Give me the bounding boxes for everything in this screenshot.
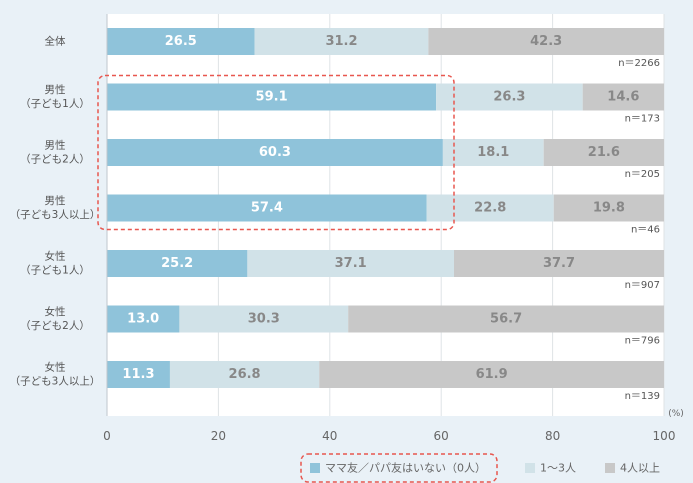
legend-label-0: ママ友／パパ友はいない（0人） <box>325 461 486 475</box>
value-label-1-0: 59.1 <box>256 90 288 105</box>
highlight-box <box>97 74 455 231</box>
bar-2-1 <box>442 139 544 166</box>
bar-2-0 <box>107 139 443 166</box>
bar-3-0 <box>107 194 427 222</box>
x-tick-label-1: 20 <box>211 429 226 443</box>
category-label-1-0: 男性 <box>45 83 66 96</box>
value-label-4-1: 37.1 <box>335 256 367 271</box>
x-tick-label-5: 100 <box>653 429 676 443</box>
value-label-1-1: 26.3 <box>493 90 525 105</box>
sample-size-label-2: n＝205 <box>625 169 660 180</box>
legend-swatch-0 <box>310 463 320 473</box>
sample-size-label-4: n＝907 <box>625 280 660 291</box>
x-tick-label-3: 60 <box>434 429 449 443</box>
category-label-2-0: 男性 <box>45 139 66 152</box>
bar-1-1 <box>436 83 583 111</box>
value-label-4-2: 37.7 <box>543 256 575 271</box>
bar-6-1 <box>169 361 320 388</box>
bar-5-2 <box>348 305 664 333</box>
category-label-6-0: 女性 <box>45 361 66 374</box>
value-label-5-0: 13.0 <box>127 312 159 327</box>
category-label-0: 全体 <box>45 35 66 48</box>
category-label-2-1: （子ども2人） <box>20 154 90 166</box>
bar-4-0 <box>107 250 248 277</box>
value-label-6-0: 11.3 <box>122 367 154 382</box>
value-label-0-2: 42.3 <box>530 34 562 49</box>
legend-label-1: 1〜3人 <box>540 462 576 475</box>
category-label-5-1: （子ども2人） <box>20 320 90 332</box>
category-label-4-0: 女性 <box>45 250 66 263</box>
sample-size-label-0: n＝2266 <box>618 58 660 69</box>
bar-0-0 <box>107 28 255 55</box>
bar-6-0 <box>107 361 170 388</box>
bar-5-1 <box>179 305 349 333</box>
value-label-0-0: 26.5 <box>165 34 197 49</box>
bar-6-2 <box>319 361 664 388</box>
category-label-4-1: （子ども1人） <box>20 265 90 277</box>
value-label-0-1: 31.2 <box>325 34 357 49</box>
bar-0-1 <box>254 28 429 55</box>
x-tick-label-4: 80 <box>545 429 560 443</box>
sample-size-label-5: n＝796 <box>625 336 660 347</box>
legend-swatch-1 <box>525 463 535 473</box>
bar-4-1 <box>247 250 455 277</box>
value-label-6-2: 61.9 <box>476 367 508 382</box>
bar-1-2 <box>582 83 664 111</box>
value-label-5-1: 30.3 <box>248 312 280 327</box>
value-label-2-0: 60.3 <box>259 145 291 160</box>
value-label-3-0: 57.4 <box>251 201 283 216</box>
bar-1-0 <box>107 83 437 111</box>
x-tick-label-2: 40 <box>322 429 337 443</box>
bar-2-2 <box>543 139 664 166</box>
category-label-6-1: （子ども3人以上） <box>10 376 101 388</box>
legend-label-2: 4人以上 <box>620 462 660 475</box>
category-label-5-0: 女性 <box>45 305 66 318</box>
category-label-1-1: （子ども1人） <box>20 98 90 110</box>
value-label-3-2: 19.8 <box>593 201 625 216</box>
value-label-1-2: 14.6 <box>607 90 639 105</box>
legend-swatch-2 <box>605 463 615 473</box>
sample-size-label-6: n＝139 <box>625 391 660 402</box>
legend-highlight-box <box>300 453 498 483</box>
sample-size-label-3: n＝46 <box>631 225 660 236</box>
value-label-2-2: 21.6 <box>588 145 620 160</box>
bar-5-0 <box>107 305 180 333</box>
sample-size-label-1: n＝173 <box>625 114 660 125</box>
bar-3-1 <box>426 194 554 222</box>
bar-4-2 <box>454 250 664 277</box>
x-tick-label-0: 0 <box>103 429 111 443</box>
category-label-3-0: 男性 <box>45 194 66 207</box>
category-label-3-1: （子ども3人以上） <box>10 209 101 221</box>
x-unit-label: (%) <box>668 409 684 419</box>
value-label-3-1: 22.8 <box>474 201 506 216</box>
value-label-6-1: 26.8 <box>229 367 261 382</box>
value-label-2-1: 18.1 <box>477 145 509 160</box>
bar-3-2 <box>553 194 664 222</box>
value-label-4-0: 25.2 <box>161 256 193 271</box>
value-label-5-2: 56.7 <box>490 312 522 327</box>
bar-0-2 <box>428 28 664 55</box>
